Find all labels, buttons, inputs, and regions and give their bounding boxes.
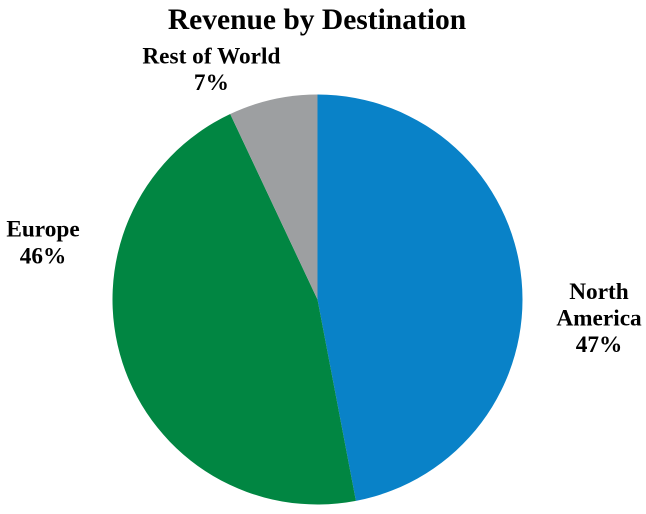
svg-text:46%: 46% [20, 243, 67, 269]
svg-text:Rest of World: Rest of World [142, 43, 280, 69]
svg-text:7%: 7% [194, 70, 229, 96]
svg-text:North: North [569, 279, 629, 305]
svg-text:Revenue by Destination: Revenue by Destination [168, 4, 466, 36]
svg-text:47%: 47% [576, 332, 623, 358]
svg-text:America: America [556, 305, 642, 331]
svg-text:Europe: Europe [6, 217, 79, 243]
